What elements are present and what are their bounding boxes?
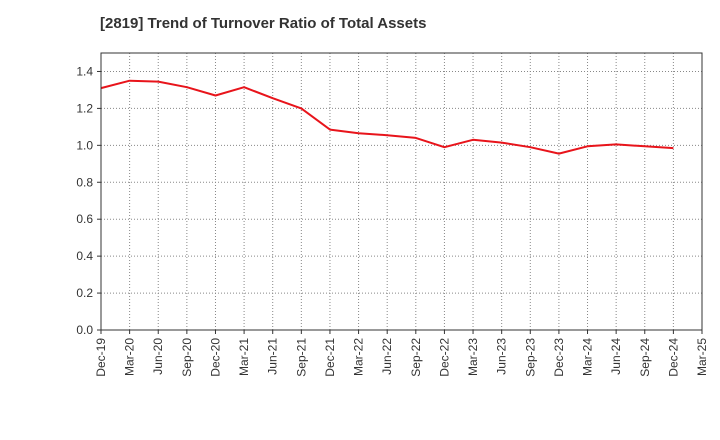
x-tick-label: Sep-22 <box>409 338 423 377</box>
x-tick-label: Dec-20 <box>208 338 222 377</box>
x-tick-label: Mar-23 <box>466 338 480 376</box>
x-tick-label: Jun-23 <box>495 338 509 375</box>
y-axis-ticks: 0.0 0.2 0.4 0.6 0.8 1.0 1.2 1.4 <box>76 64 101 337</box>
x-tick-label: Sep-20 <box>180 338 194 377</box>
x-tick-label: Dec-24 <box>666 338 680 377</box>
y-tick-label: 1.4 <box>76 64 93 78</box>
y-tick-label: 0.6 <box>76 212 93 226</box>
x-tick-label: Jun-21 <box>266 338 280 375</box>
x-tick-label: Sep-24 <box>638 338 652 377</box>
x-tick-label: Jun-22 <box>380 338 394 375</box>
y-tick-label: 0.2 <box>76 286 93 300</box>
x-tick-label: Jun-20 <box>151 338 165 375</box>
x-tick-label: Sep-23 <box>523 338 537 377</box>
y-tick-label: 0.8 <box>76 175 93 189</box>
x-tick-label: Sep-21 <box>294 338 308 377</box>
x-tick-label: Dec-21 <box>323 338 337 377</box>
x-tick-label: Jun-24 <box>609 338 623 375</box>
series-line <box>100 79 674 155</box>
x-tick-label: Mar-21 <box>237 338 251 376</box>
y-tick-label: 0.0 <box>76 323 93 337</box>
x-tick-label: Mar-22 <box>352 338 366 376</box>
x-tick-label: Dec-19 <box>94 338 108 377</box>
x-tick-label: Mar-24 <box>581 338 595 376</box>
y-tick-label: 0.4 <box>76 249 93 263</box>
x-tick-label: Dec-23 <box>552 338 566 377</box>
x-tick-label: Mar-20 <box>123 338 137 376</box>
x-axis-ticks: Dec-19 Mar-20 Jun-20 Sep-20 Dec-20 Mar-21 Jun-… <box>94 330 709 377</box>
y-tick-label: 1.0 <box>76 138 93 152</box>
x-tick-label: Mar-25 <box>695 338 709 376</box>
grid-lines <box>101 53 702 330</box>
y-tick-label: 1.2 <box>76 101 93 115</box>
x-tick-label: Dec-22 <box>437 338 451 377</box>
chart-title: [2819] Trend of Turnover Ratio of Total … <box>100 15 427 32</box>
series-layer <box>100 79 674 155</box>
plot-frame <box>100 52 703 331</box>
